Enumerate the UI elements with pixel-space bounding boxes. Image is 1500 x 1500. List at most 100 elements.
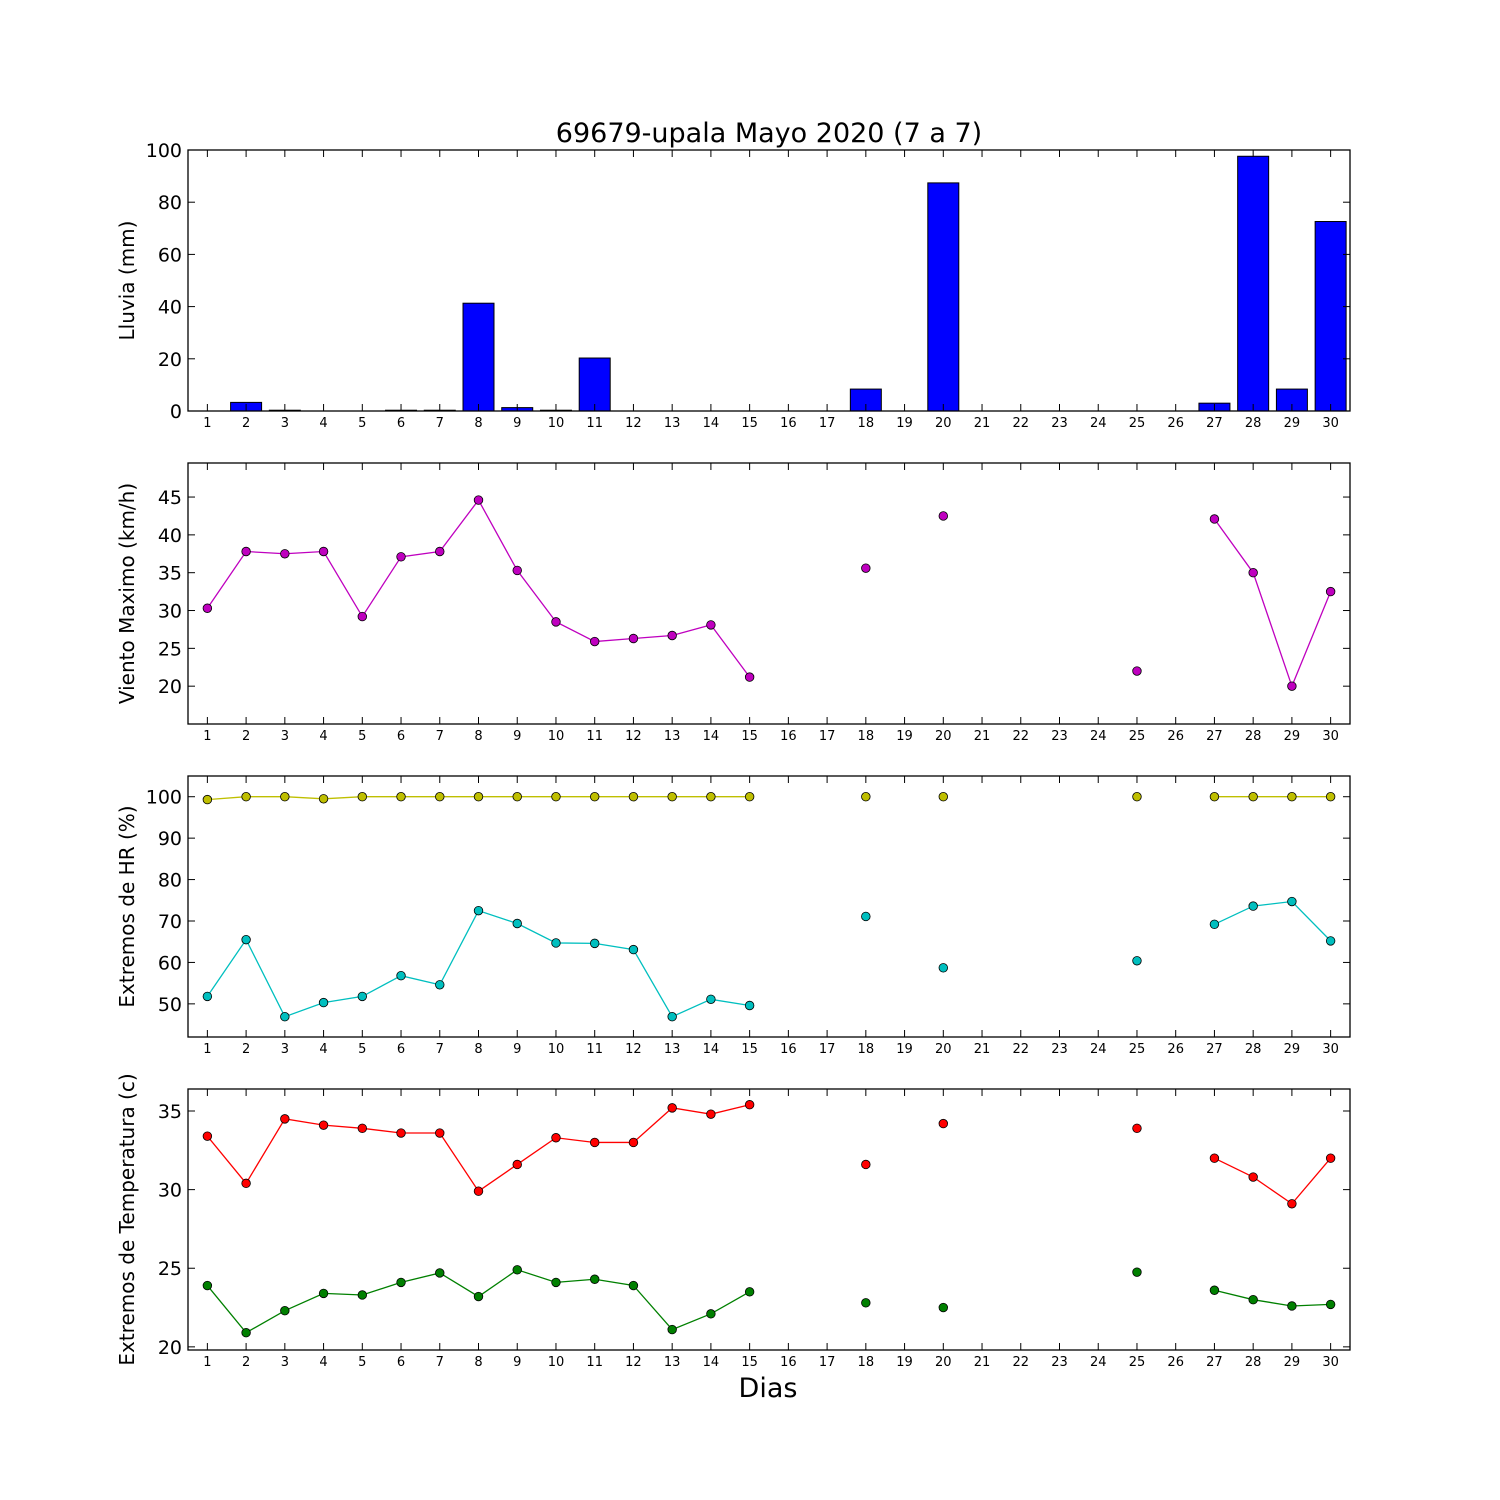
x-tick-label: 4 <box>319 416 327 431</box>
series-2-point-day-14 <box>706 1309 716 1319</box>
x-tick-label: 28 <box>1245 1042 1262 1057</box>
series-2-point-day-28 <box>1248 1294 1258 1305</box>
series-1-point-day-3 <box>280 792 290 802</box>
series-1-point-day-2 <box>241 1178 251 1189</box>
x-tick-label: 5 <box>358 729 366 744</box>
series-2-point-day-8 <box>473 905 484 916</box>
x-tick-label: 17 <box>819 1355 836 1370</box>
x-tick-label: 1 <box>203 416 211 431</box>
x-tick-label: 10 <box>548 1355 565 1370</box>
panel-2: 1 2 3 4 5 6 7 8 9 10 11 12 13 14 15 16 17 18 19 20 21 22 23 24 2… <box>115 462 1351 744</box>
x-tick-label: 5 <box>358 1042 366 1057</box>
series-1-point-day-6 <box>396 1128 406 1138</box>
series-1-line-5 <box>1214 1157 1332 1205</box>
x-tick-label: 16 <box>780 729 797 744</box>
x-tick-label: 25 <box>1129 1355 1146 1370</box>
series-2-point-day-6 <box>396 970 406 981</box>
x-tick-label: 13 <box>664 1042 681 1057</box>
y-tick-label: 20 <box>158 676 182 698</box>
x-tick-label: 29 <box>1284 416 1301 431</box>
y-tick-label: 40 <box>158 525 182 547</box>
x-tick-label: 7 <box>436 1355 444 1370</box>
series-1-point-day-12 <box>628 792 639 802</box>
x-tick-label: 8 <box>474 729 482 744</box>
series-2-point-day-12 <box>628 944 639 955</box>
series-1-point-day-1 <box>202 603 213 613</box>
x-tick-label: 8 <box>474 1042 482 1057</box>
x-tick-label: 17 <box>819 416 836 431</box>
panels-container: 1 2 3 4 5 6 7 8 9 10 11 12 13 14 15 16 17 18 19 20 21 22 23 24 2… <box>115 140 1351 1370</box>
x-tick-label: 1 <box>203 1042 211 1057</box>
series-1-point-day-9 <box>512 565 522 576</box>
series-1-point-day-7 <box>435 1128 445 1138</box>
x-tick-label: 7 <box>436 729 444 744</box>
y-tick-label: 80 <box>158 870 182 892</box>
x-tick-label: 22 <box>1012 729 1029 744</box>
x-tick-label: 18 <box>858 1042 875 1057</box>
x-tick-label: 8 <box>474 416 482 431</box>
y-tick-label: 60 <box>158 952 182 974</box>
panel-4: 1 2 3 4 5 6 7 8 9 10 11 12 13 14 15 16 17 18 19 20 21 22 23 24 2… <box>115 1073 1351 1370</box>
series-1-point-day-7 <box>435 792 445 802</box>
x-tick-label: 26 <box>1167 1042 1184 1057</box>
series-2-point-day-11 <box>590 938 600 949</box>
x-tick-label: 4 <box>319 1042 327 1057</box>
x-tick-label: 24 <box>1090 1355 1107 1370</box>
x-tick-label: 15 <box>741 729 758 744</box>
y-tick-label: 35 <box>158 563 182 585</box>
series-2-point-day-3 <box>280 1012 290 1022</box>
series-2-point-day-5 <box>357 1290 368 1300</box>
series-1-point-day-12 <box>628 633 639 644</box>
y-tick-label: 20 <box>158 349 182 371</box>
series-1-point-day-15 <box>744 1100 755 1110</box>
series-2-point-day-10 <box>551 938 561 948</box>
x-tick-label: 13 <box>664 1355 681 1370</box>
series-2-point-day-13 <box>667 1324 677 1335</box>
x-tick-label: 28 <box>1245 729 1262 744</box>
series-1-point-day-6 <box>396 552 406 562</box>
series-2-point-day-27 <box>1209 1285 1220 1295</box>
series-1-point-day-25 <box>1132 1123 1142 1134</box>
series-1-point-day-13 <box>667 1103 677 1113</box>
series-2-point-day-7 <box>435 980 445 990</box>
x-tick-label: 3 <box>281 729 289 744</box>
x-tick-label: 9 <box>513 416 521 431</box>
bar-day-30 <box>1314 221 1347 412</box>
series-1-point-day-27 <box>1209 1153 1220 1163</box>
series-2-point-day-2 <box>241 934 251 945</box>
x-tick-label: 27 <box>1206 729 1223 744</box>
series-1-point-day-3 <box>280 549 290 559</box>
bar-day-8 <box>462 302 495 412</box>
x-tick-label: 15 <box>741 1355 758 1370</box>
x-tick-label: 20 <box>935 416 952 431</box>
series-1-point-day-6 <box>396 792 406 802</box>
series-1-point-day-30 <box>1325 792 1336 802</box>
x-tick-label: 25 <box>1129 729 1146 744</box>
series-1-point-day-18 <box>861 563 871 573</box>
series-1-point-day-11 <box>590 792 600 802</box>
x-tick-label: 22 <box>1012 416 1029 431</box>
x-tick-label: 19 <box>896 416 913 431</box>
x-tick-label: 23 <box>1051 416 1068 431</box>
y-tick-label: 50 <box>158 994 182 1016</box>
series-2-point-day-4 <box>318 1288 329 1299</box>
x-tick-label: 27 <box>1206 1042 1223 1057</box>
series-1-point-day-18 <box>861 1159 871 1170</box>
series-2-point-day-15 <box>744 1000 755 1011</box>
series-2-point-day-5 <box>357 991 368 1002</box>
x-tick-label: 17 <box>819 1042 836 1057</box>
x-tick-label: 17 <box>819 729 836 744</box>
series-1-point-day-25 <box>1132 792 1142 802</box>
x-tick-label: 13 <box>664 416 681 431</box>
series-1-point-day-14 <box>706 1109 716 1119</box>
x-tick-label: 21 <box>974 416 991 431</box>
bar-day-28 <box>1237 155 1270 412</box>
x-tick-label: 9 <box>513 1355 521 1370</box>
x-tick-label: 10 <box>548 416 565 431</box>
x-tick-label: 23 <box>1051 1042 1068 1057</box>
series-1-point-day-8 <box>473 1186 484 1196</box>
x-tick-label: 6 <box>397 1042 405 1057</box>
series-1-point-day-20 <box>938 511 949 521</box>
x-tick-label: 18 <box>858 416 875 431</box>
series-2-point-day-28 <box>1248 901 1258 911</box>
